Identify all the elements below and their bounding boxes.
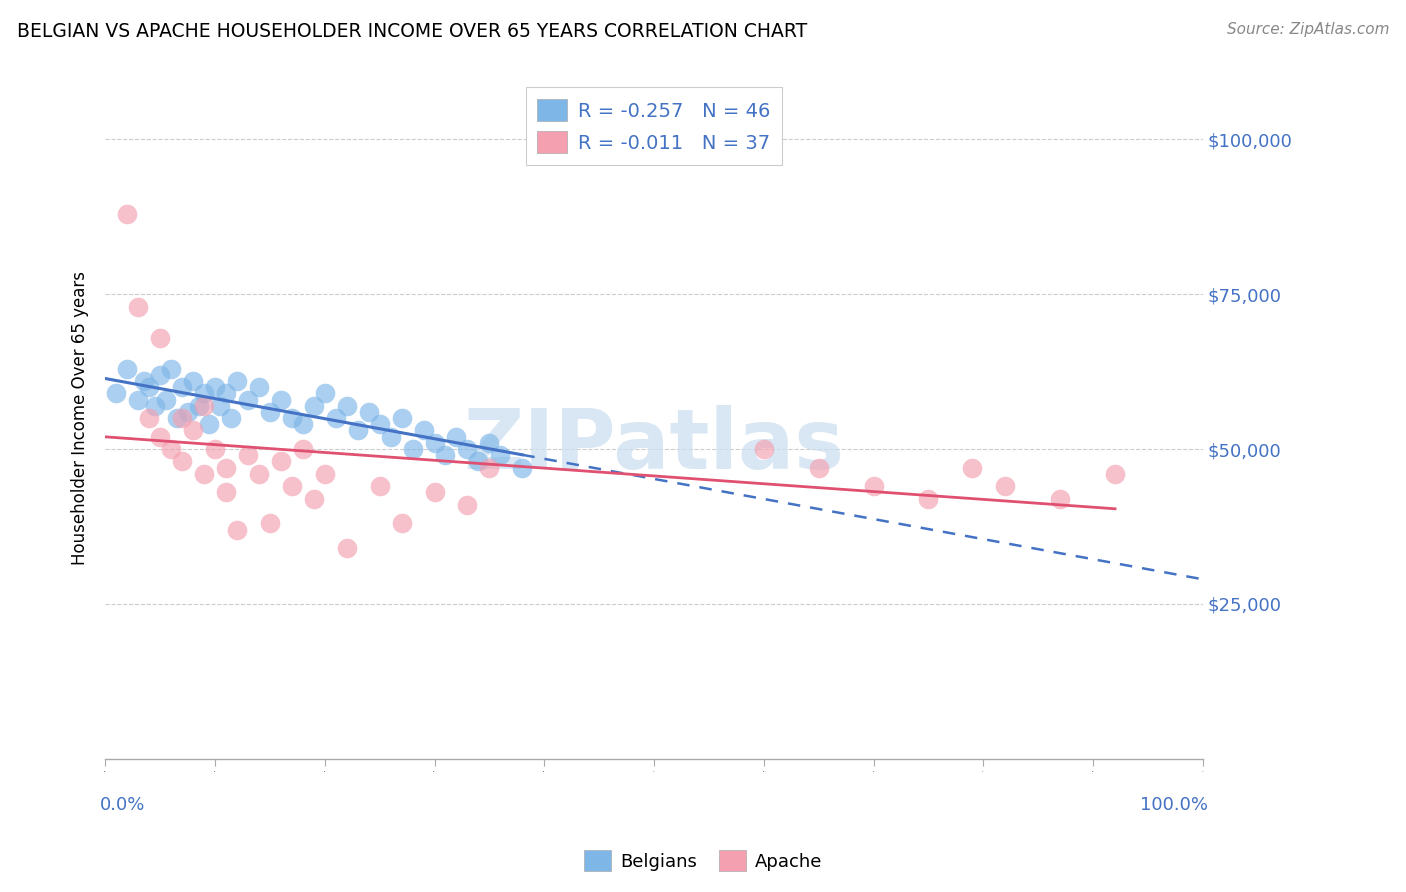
Point (302, 491, 325, 506)
Point (198, 417, 221, 432)
Point (291, 442, 314, 456)
Point (357, 405, 380, 419)
Point (807, 460, 830, 475)
Point (1104, 467, 1126, 481)
Point (204, 380, 226, 394)
Point (204, 442, 226, 456)
Y-axis label: Householder Income Over 65 years: Householder Income Over 65 years (72, 271, 89, 566)
Point (115, 207, 138, 221)
Point (209, 399, 232, 413)
Point (149, 430, 172, 444)
Point (193, 467, 215, 481)
Point (281, 479, 304, 493)
Point (270, 392, 292, 407)
Point (336, 399, 359, 413)
Point (143, 399, 166, 413)
Point (193, 386, 215, 401)
Point (412, 424, 434, 438)
Point (259, 516, 281, 531)
Point (489, 448, 512, 462)
Point (401, 442, 423, 456)
Point (160, 361, 183, 376)
Point (127, 300, 149, 314)
Point (325, 411, 347, 425)
Text: 0.0%: 0.0% (100, 797, 145, 814)
Point (302, 399, 325, 413)
Point (962, 460, 984, 475)
Point (170, 454, 193, 468)
Point (247, 380, 270, 394)
Point (160, 442, 183, 456)
Point (247, 467, 270, 481)
Point (281, 411, 304, 425)
Point (105, 386, 128, 401)
Point (467, 454, 489, 468)
Text: 100.0%: 100.0% (1140, 797, 1208, 814)
Point (187, 399, 209, 413)
Point (138, 411, 160, 425)
Point (314, 467, 336, 481)
Point (1049, 491, 1071, 506)
Point (434, 448, 457, 462)
Point (215, 460, 238, 475)
Legend: Belgians, Apache: Belgians, Apache (576, 843, 830, 879)
Text: ZIPatlas: ZIPatlas (464, 405, 845, 486)
Point (259, 405, 281, 419)
Text: Source: ZipAtlas.com: Source: ZipAtlas.com (1226, 22, 1389, 37)
Point (215, 485, 238, 500)
Point (215, 386, 238, 401)
Point (346, 424, 368, 438)
Point (336, 541, 359, 556)
Point (368, 417, 391, 432)
Point (994, 479, 1017, 493)
Point (170, 411, 193, 425)
Point (391, 411, 413, 425)
Point (752, 442, 775, 456)
Point (478, 436, 501, 450)
Point (510, 460, 533, 475)
Point (380, 430, 402, 444)
Point (149, 330, 172, 344)
Point (291, 417, 314, 432)
Point (270, 454, 292, 468)
Point (226, 374, 249, 388)
Legend: R = -0.257   N = 46, R = -0.011   N = 37: R = -0.257 N = 46, R = -0.011 N = 37 (526, 87, 782, 165)
Point (132, 374, 155, 388)
Point (181, 424, 204, 438)
Point (138, 380, 160, 394)
Point (423, 485, 446, 500)
Point (149, 368, 172, 382)
Point (917, 491, 939, 506)
Point (478, 460, 501, 475)
Point (423, 436, 446, 450)
Point (221, 411, 243, 425)
Point (314, 386, 336, 401)
Point (226, 523, 249, 537)
Point (170, 380, 193, 394)
Point (456, 442, 478, 456)
Point (456, 498, 478, 512)
Point (446, 430, 468, 444)
Point (368, 479, 391, 493)
Point (127, 392, 149, 407)
Point (862, 479, 884, 493)
Point (236, 392, 259, 407)
Point (176, 405, 198, 419)
Point (193, 399, 215, 413)
Point (115, 361, 138, 376)
Point (166, 411, 188, 425)
Text: BELGIAN VS APACHE HOUSEHOLDER INCOME OVER 65 YEARS CORRELATION CHART: BELGIAN VS APACHE HOUSEHOLDER INCOME OVE… (17, 22, 807, 41)
Point (236, 448, 259, 462)
Point (155, 392, 177, 407)
Point (391, 516, 413, 531)
Point (181, 374, 204, 388)
